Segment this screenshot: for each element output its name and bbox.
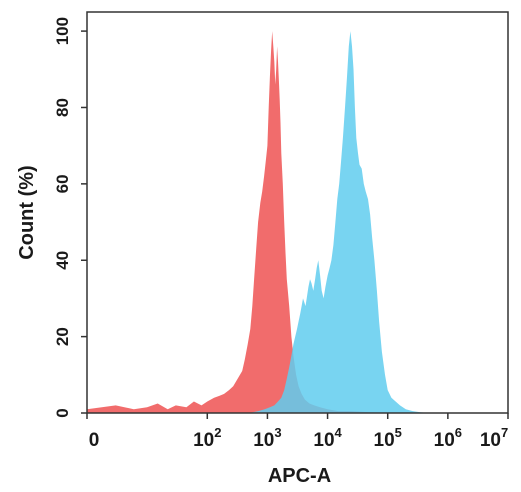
- y-tick-label: 20: [53, 327, 72, 346]
- series-layer: [87, 31, 430, 413]
- y-axis-title: Count (%): [16, 165, 38, 259]
- y-tick-label: 100: [53, 17, 72, 45]
- y-axis: 0 20 40 60 80 100: [53, 17, 87, 418]
- y-tick-label: 0: [53, 408, 72, 417]
- x-tick-label: 104: [313, 425, 342, 451]
- plot-frame: [86, 11, 509, 414]
- y-tick-label: 80: [53, 98, 72, 117]
- x-tick-label: 102: [193, 425, 221, 451]
- x-axis: 0 102 103 104 105 106 107: [86, 413, 509, 451]
- histogram-series-2: [87, 31, 430, 413]
- x-tick-label: 106: [434, 425, 462, 451]
- x-tick-label: 107: [480, 425, 508, 451]
- x-tick-label: 0: [89, 430, 100, 451]
- y-tick-label: 60: [53, 174, 72, 193]
- x-tick-label: 103: [253, 425, 281, 451]
- x-tick-label: 105: [374, 425, 402, 451]
- y-tick-label: 40: [53, 251, 72, 270]
- x-axis-title: APC-A: [268, 465, 331, 487]
